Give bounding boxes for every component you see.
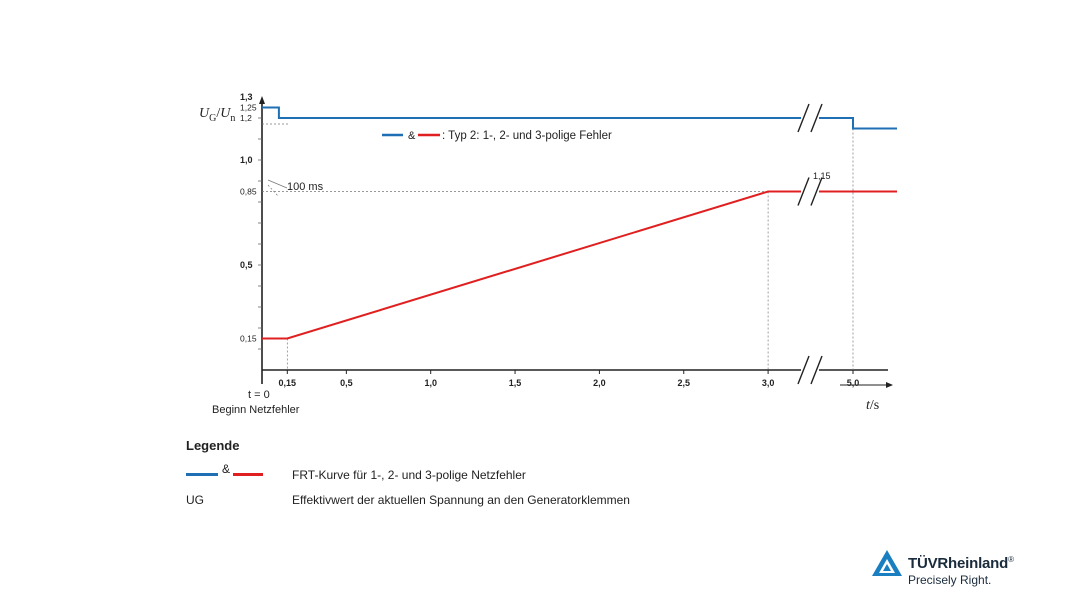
y-tick-label: 1,3 [240, 92, 253, 102]
break-upper-slash [797, 103, 810, 133]
chart-axes [259, 96, 893, 388]
legend-row2-key: UG [186, 493, 204, 507]
guide-100ms-leader [267, 179, 288, 189]
x-tick-label: 2,5 [677, 378, 690, 388]
series-line-2 [262, 190, 897, 340]
annotation-100ms: 100 ms [287, 181, 324, 193]
x-tick-label: 3,0 [762, 378, 775, 388]
logo-tagline: Precisely Right. [908, 573, 992, 587]
annotation-fault-start: Beginn Netzfehler [212, 404, 300, 416]
axis-breaks [797, 103, 823, 385]
y-tick-label: 1,0 [240, 155, 253, 165]
legend-row2-desc: Effektivwert der aktuellen Spannung an d… [292, 493, 630, 507]
break-xaxis-slash [810, 355, 823, 385]
x-axis-arrow [886, 382, 893, 388]
inline-legend-amp: & [408, 130, 416, 142]
x-tick-label: 1,0 [424, 378, 437, 388]
break-middle-slash [810, 177, 823, 206]
break-middle-slash [797, 177, 810, 206]
x-tick-label: 1,5 [509, 378, 522, 388]
y-axis-arrow [259, 96, 265, 104]
y-tick-label: 0,85 [240, 187, 257, 197]
inline-legend-text: : Typ 2: 1-, 2- und 3-polige Fehler [442, 130, 612, 142]
y-tick-label: 0,5 [240, 260, 253, 270]
chart-series [262, 106, 897, 340]
x-tick-label: 2,0 [593, 378, 606, 388]
break-upper-slash [810, 103, 823, 133]
guide-100ms-leader2 [267, 184, 279, 197]
annotation-t0: t = 0 [248, 389, 270, 401]
x-tick-label: 0,15 [279, 378, 297, 388]
legend-blue-swatch [186, 473, 218, 476]
x-axis-label: t/s [866, 398, 879, 413]
y-tick-label: 1,25 [240, 103, 257, 113]
legend-amp: & [222, 462, 231, 476]
legend-title: Legende [186, 438, 240, 453]
series-line-1 [262, 106, 897, 130]
logo-name: TÜVRheinland® [908, 555, 1014, 572]
break-xaxis-slash [797, 355, 810, 385]
chart-ticks: 1,31,251,2 1,0 0,85 0,5 0,15 0,15 0,5 1,0 1,5 2,0… [240, 92, 859, 388]
y-tick-label: 0,15 [240, 334, 257, 344]
legend-red-swatch [233, 473, 263, 476]
tuv-logo-icon [872, 550, 902, 576]
y-axis-label: UG/Un [199, 106, 235, 124]
annotation-upper-end: 1,15 [813, 171, 831, 181]
legend-row1-desc: FRT-Kurve für 1-, 2- und 3-polige Netzfe… [292, 468, 526, 482]
x-tick-label: 0,5 [340, 378, 353, 388]
x-tick-label: 5,0 [847, 378, 860, 388]
y-tick-label: 1,2 [240, 113, 252, 123]
chart-guides [262, 123, 854, 370]
